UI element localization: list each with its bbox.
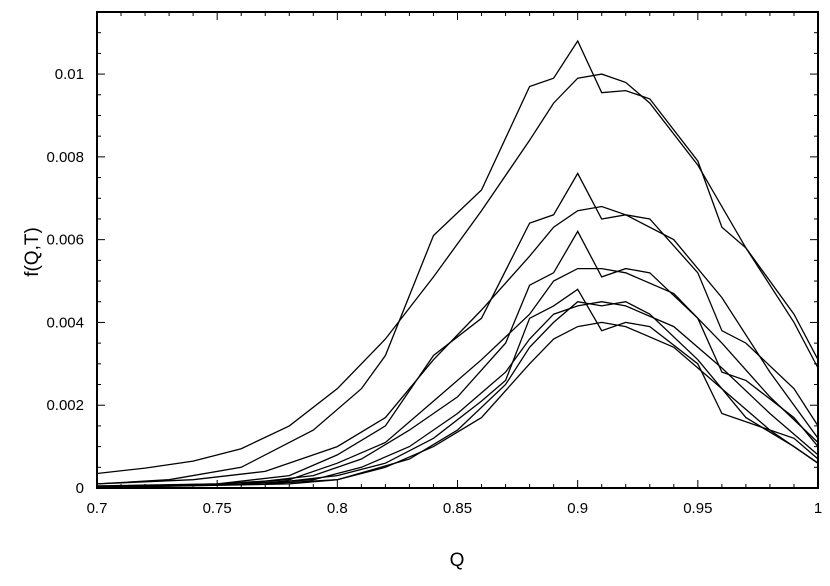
x-axis-label: Q (450, 550, 465, 571)
series-line-8 (96, 288, 819, 488)
label-layer: 0.7 0.75 0.8 0.85 0.9 0.95 1 0 0.002 0.004 0.006 0.… (46, 66, 822, 517)
series-layer (96, 39, 819, 489)
y-tick-label: 0 (76, 480, 84, 497)
y-tick-label: 0.002 (46, 397, 84, 414)
x-tick-label: 0.7 (87, 500, 108, 517)
series-line-4 (96, 172, 819, 487)
series-line-1 (96, 73, 819, 475)
series-line-6 (96, 230, 819, 488)
x-tick-label: 0.95 (683, 500, 712, 517)
x-tick-label: 0.75 (203, 500, 232, 517)
x-tick-label: 0.8 (327, 500, 348, 517)
x-tick-label: 0.9 (567, 500, 588, 517)
y-tick-label: 0.008 (46, 149, 84, 166)
plot-frame (96, 11, 819, 489)
y-tick-label: 0.01 (55, 66, 84, 83)
series-line-10 (96, 301, 819, 489)
y-tick-label: 0.004 (46, 314, 84, 331)
series-line-7 (96, 301, 819, 488)
y-tick-label: 0.006 (46, 232, 84, 249)
x-tick-label: 1 (814, 500, 822, 517)
y-axis-label: f(Q,T) (22, 227, 43, 277)
tick-layer (96, 11, 819, 489)
series-line-3 (96, 205, 819, 485)
x-tick-label: 0.85 (443, 500, 472, 517)
series-line-9 (96, 321, 819, 488)
series-line-2 (96, 39, 819, 485)
